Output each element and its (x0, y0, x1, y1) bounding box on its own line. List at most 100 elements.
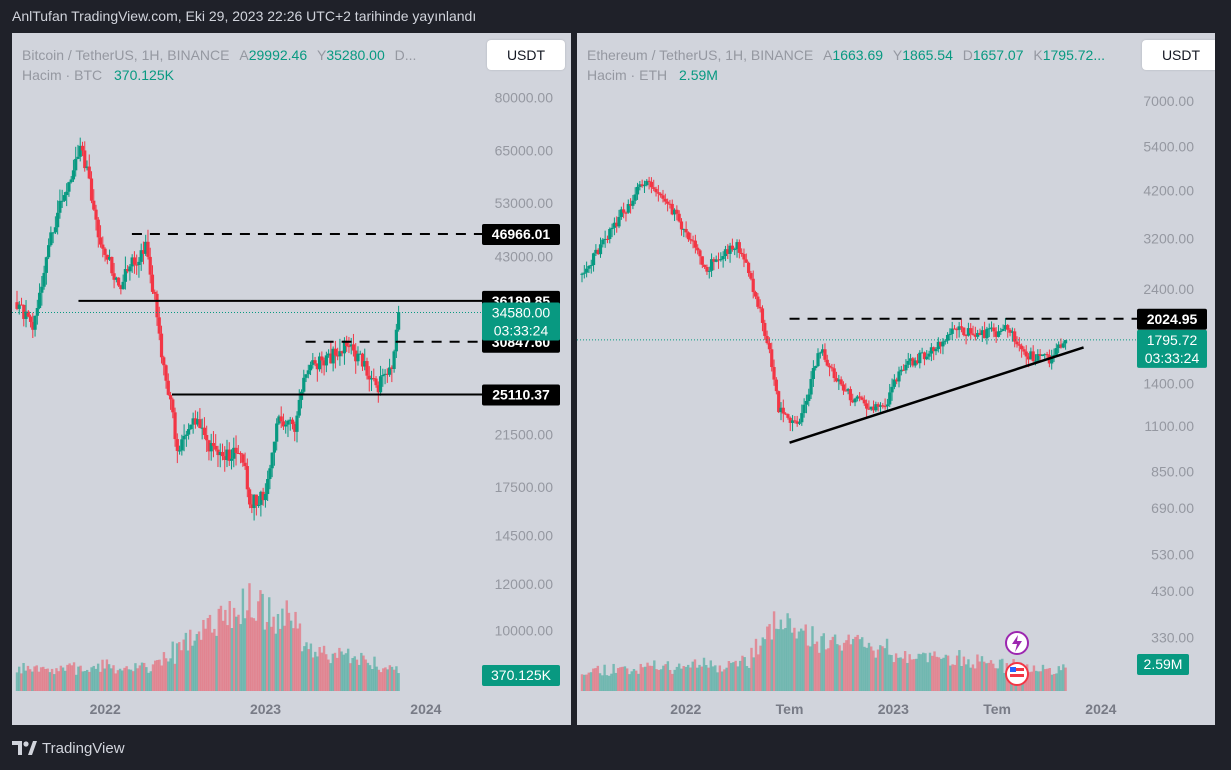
candle-body (904, 364, 908, 371)
volume-bar (55, 668, 58, 691)
eth-chart-canvas[interactable]: 7000.00 5400.00 4200.00 3200.00 2400.00 1400.… (577, 33, 1215, 725)
candle-body (1024, 351, 1028, 357)
volume-bar (221, 620, 225, 691)
candle-body (846, 389, 850, 391)
volume-bar (180, 650, 183, 691)
volume-bar (114, 673, 117, 691)
volume-bar (892, 662, 896, 691)
btc-volume-label: Hacim · BTC (22, 67, 103, 83)
candle-body (306, 370, 310, 375)
candle-body (948, 333, 952, 336)
last-price-tag (1137, 329, 1207, 368)
volume-bar (700, 666, 703, 691)
volume-bar (28, 669, 32, 691)
candle-body (705, 266, 709, 272)
candle-body (943, 340, 947, 342)
y-tick-label: 330.00 (1151, 630, 1194, 646)
volume-bar (178, 642, 181, 691)
volume-bar (127, 669, 131, 691)
candle-body (78, 145, 82, 157)
candle-body (640, 184, 644, 186)
candle-body (633, 194, 637, 201)
candle-body (631, 200, 635, 206)
candle-body (80, 145, 85, 151)
tradingview-logo[interactable]: TradingView (12, 739, 125, 757)
candle-body (358, 353, 362, 355)
us-flag-stripe (1010, 668, 1024, 671)
volume-bar (305, 642, 308, 691)
candle-body (807, 394, 811, 401)
volume-bar (623, 666, 627, 691)
candle-body (243, 462, 247, 467)
volume-bar (129, 669, 133, 691)
volume-bar (659, 669, 663, 691)
y-tick-label: 1400.00 (1143, 376, 1194, 392)
volume-bar (727, 661, 731, 691)
volume-bar (899, 657, 902, 691)
volume-bar (723, 669, 726, 691)
volume-bar (890, 655, 893, 691)
btc-high-value: 35280.00 (326, 47, 385, 63)
volume-bar (206, 618, 210, 691)
eth-chart-panel[interactable]: 7000.00 5400.00 4200.00 3200.00 2400.00 1400.… (577, 33, 1215, 725)
candle-body (22, 304, 26, 319)
btc-chart-panel[interactable]: 80000.00 65000.00 53000.00 43000.00 21500.00… (12, 33, 571, 725)
candle-body (675, 209, 679, 214)
candle-body (941, 341, 945, 347)
volume-bar (682, 666, 685, 691)
candle-body (252, 494, 256, 509)
volume-bar (294, 611, 297, 691)
volume-bar (230, 628, 234, 691)
volume-bar (307, 649, 310, 691)
volume-bar (77, 666, 80, 691)
candle-body (682, 228, 686, 230)
level-tag (1137, 308, 1207, 330)
candle-body (1006, 325, 1010, 330)
candle-body (351, 344, 356, 351)
candle-body (365, 361, 369, 376)
btc-symbol: Bitcoin / TetherUS, 1H, BINANCE (22, 47, 230, 63)
candle-body (241, 454, 245, 463)
volume-bar (757, 654, 760, 691)
candle-body (580, 273, 584, 275)
eth-currency-button[interactable]: USDT (1142, 40, 1215, 70)
btc-currency-button[interactable]: USDT (487, 40, 565, 70)
volume-bar (691, 661, 694, 691)
volume-bar (788, 618, 792, 691)
candle-body (76, 156, 80, 159)
candle-body (327, 353, 331, 356)
eth-legend: Ethereum / TetherUS, 1H, BINANCE A1663.6… (587, 45, 1105, 85)
volume-bar (136, 668, 139, 691)
candle-body (971, 333, 975, 335)
volume-bar (693, 659, 697, 691)
candle-body (756, 296, 760, 307)
candle-body (299, 391, 304, 400)
candle-body (261, 491, 265, 501)
volume-bar (716, 672, 719, 691)
candle-body (779, 407, 783, 413)
volume-bar (355, 659, 359, 691)
volume-bar (169, 658, 172, 691)
candle-body (976, 332, 980, 337)
volume-bar (851, 638, 855, 691)
volume-bar (204, 628, 207, 691)
volume-bar (964, 664, 968, 691)
candle-body (24, 311, 28, 319)
volume-bar (107, 664, 111, 691)
btc-chart-canvas[interactable]: 80000.00 65000.00 53000.00 43000.00 21500.00… (12, 33, 571, 725)
candle-body (730, 245, 734, 250)
candle-body (378, 376, 383, 393)
volume-bar (138, 665, 142, 691)
candle-body (385, 373, 389, 375)
candle-body (818, 352, 822, 354)
volume-bar (316, 656, 319, 691)
volume-bar (182, 639, 185, 691)
candle-body (608, 229, 612, 240)
volume-bar (1039, 671, 1042, 691)
volume-bar (147, 672, 150, 691)
volume-bar (711, 666, 715, 691)
y-tick-label: 850.00 (1151, 463, 1194, 479)
candle-body (811, 368, 815, 380)
candle-body (966, 328, 971, 336)
candle-body (268, 468, 272, 480)
